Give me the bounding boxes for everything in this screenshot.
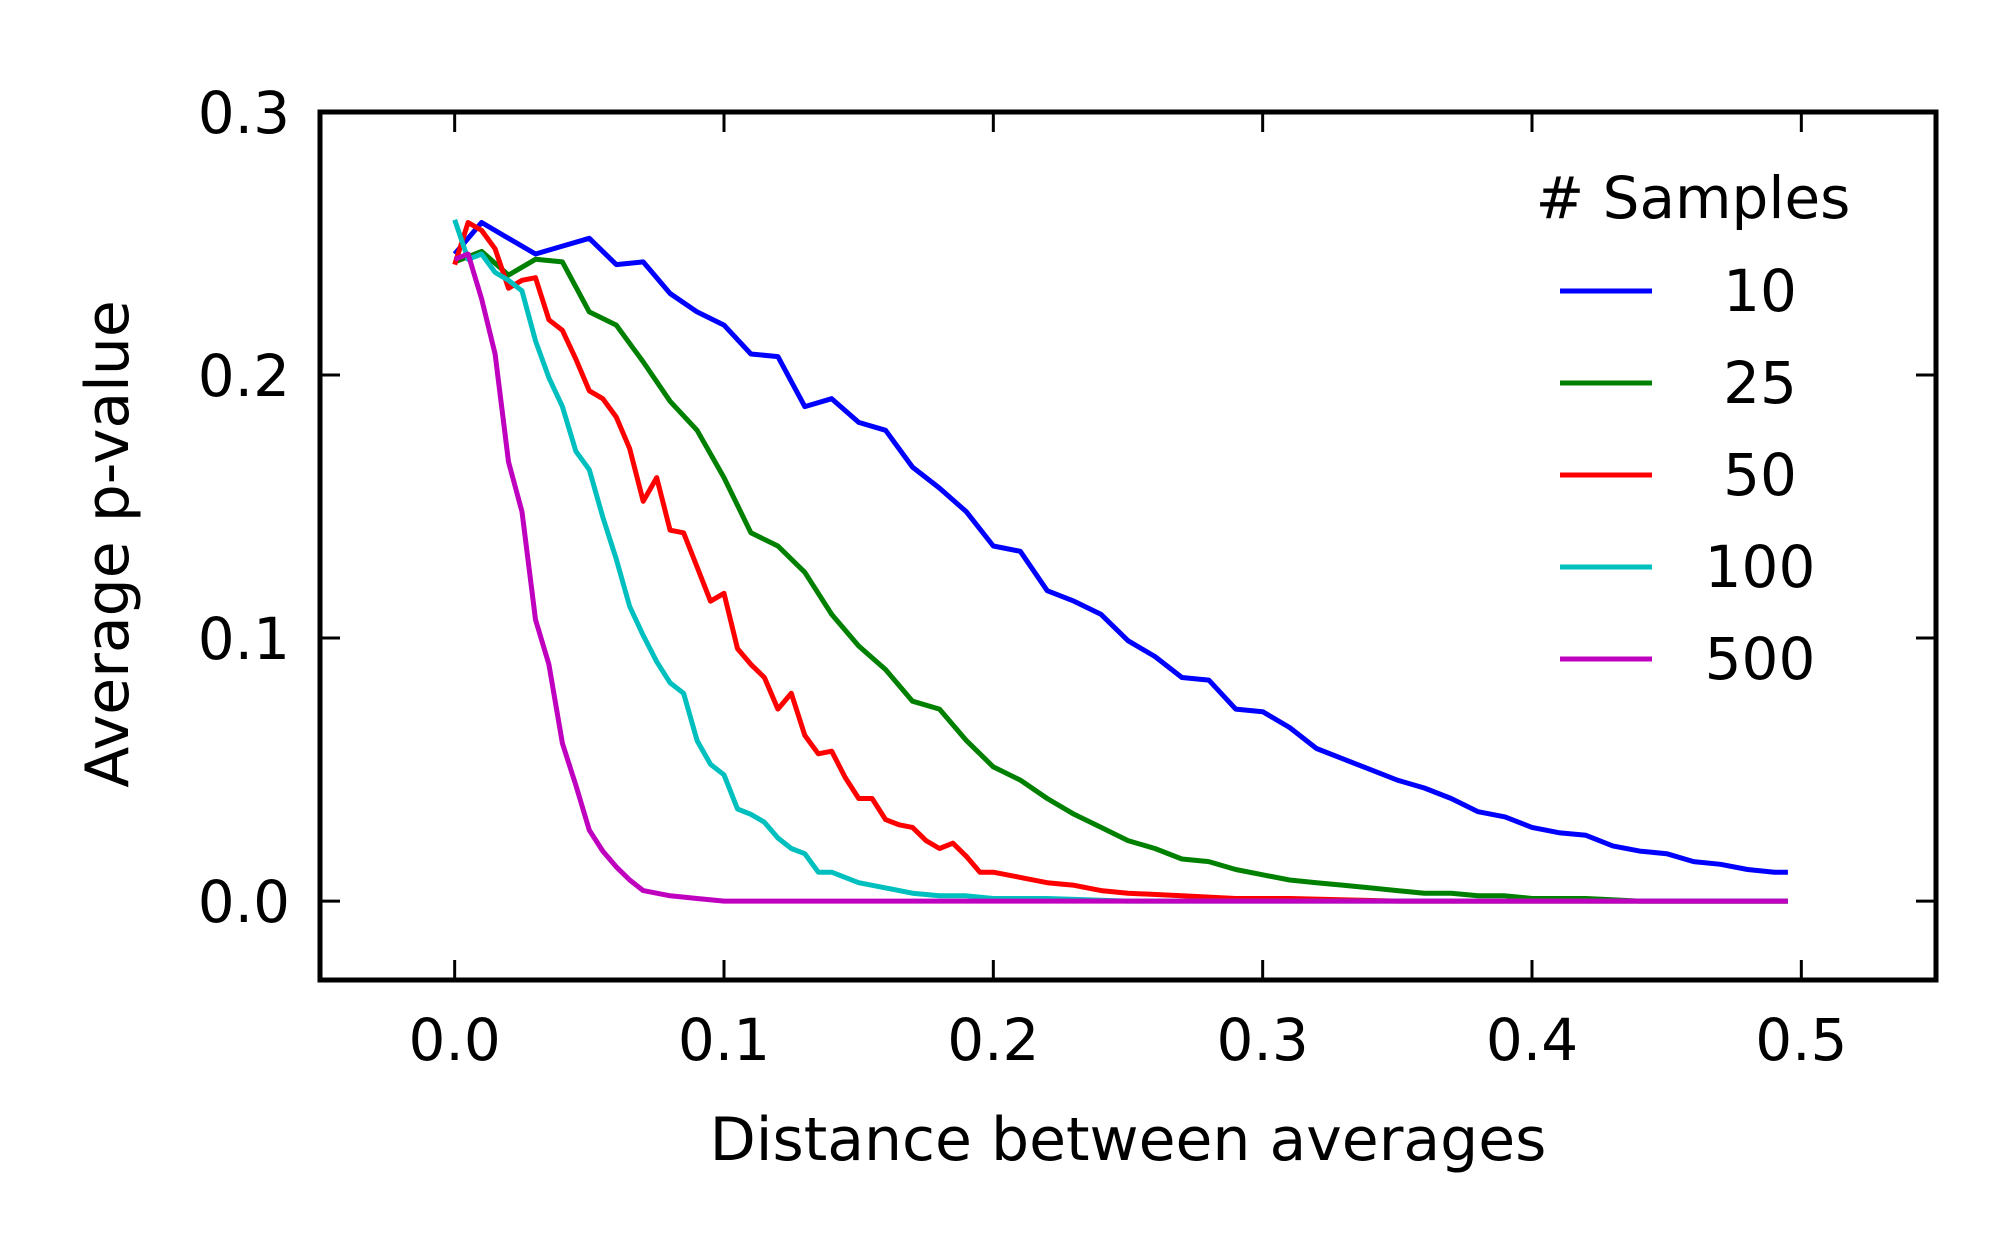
y-tick-label: 0.3 [198,79,290,147]
legend-entry-label: 10 [1723,257,1797,325]
legend-entry-label: 500 [1705,625,1816,693]
series-line-10 [452,220,1788,875]
x-tick-label: 0.1 [678,1006,770,1074]
legend-entry-label: 25 [1723,349,1797,417]
x-tick-label: 0.5 [1755,1006,1847,1074]
y-tick-label: 0.2 [198,342,290,410]
legend-entry-label: 100 [1705,533,1816,601]
series-line-500 [453,251,1788,904]
series-line-100 [452,218,1788,904]
series-line-25 [453,248,1788,904]
legend: # Samples 10 25 50 100 500 [1536,164,1851,693]
x-axis-label: Distance between averages [710,1105,1547,1175]
series-layer [452,218,1788,904]
ticks-layer: 0.0 0.1 0.2 0.3 0.4 0.5 0.0 0.1 0.2 0.3 [198,79,1936,1074]
plot-frame [317,109,1939,983]
y-axis-label: Average p-value [73,300,143,787]
series-line-50 [452,220,1788,904]
legend-title: # Samples [1536,164,1851,232]
x-tick-label: 0.2 [947,1006,1039,1074]
x-tick-label: 0.4 [1486,1006,1578,1074]
y-tick-label: 0.0 [198,868,290,936]
x-tick-label: 0.3 [1217,1006,1309,1074]
legend-entry-label: 50 [1723,441,1797,509]
x-tick-label: 0.0 [409,1006,501,1074]
y-tick-label: 0.1 [198,605,290,673]
